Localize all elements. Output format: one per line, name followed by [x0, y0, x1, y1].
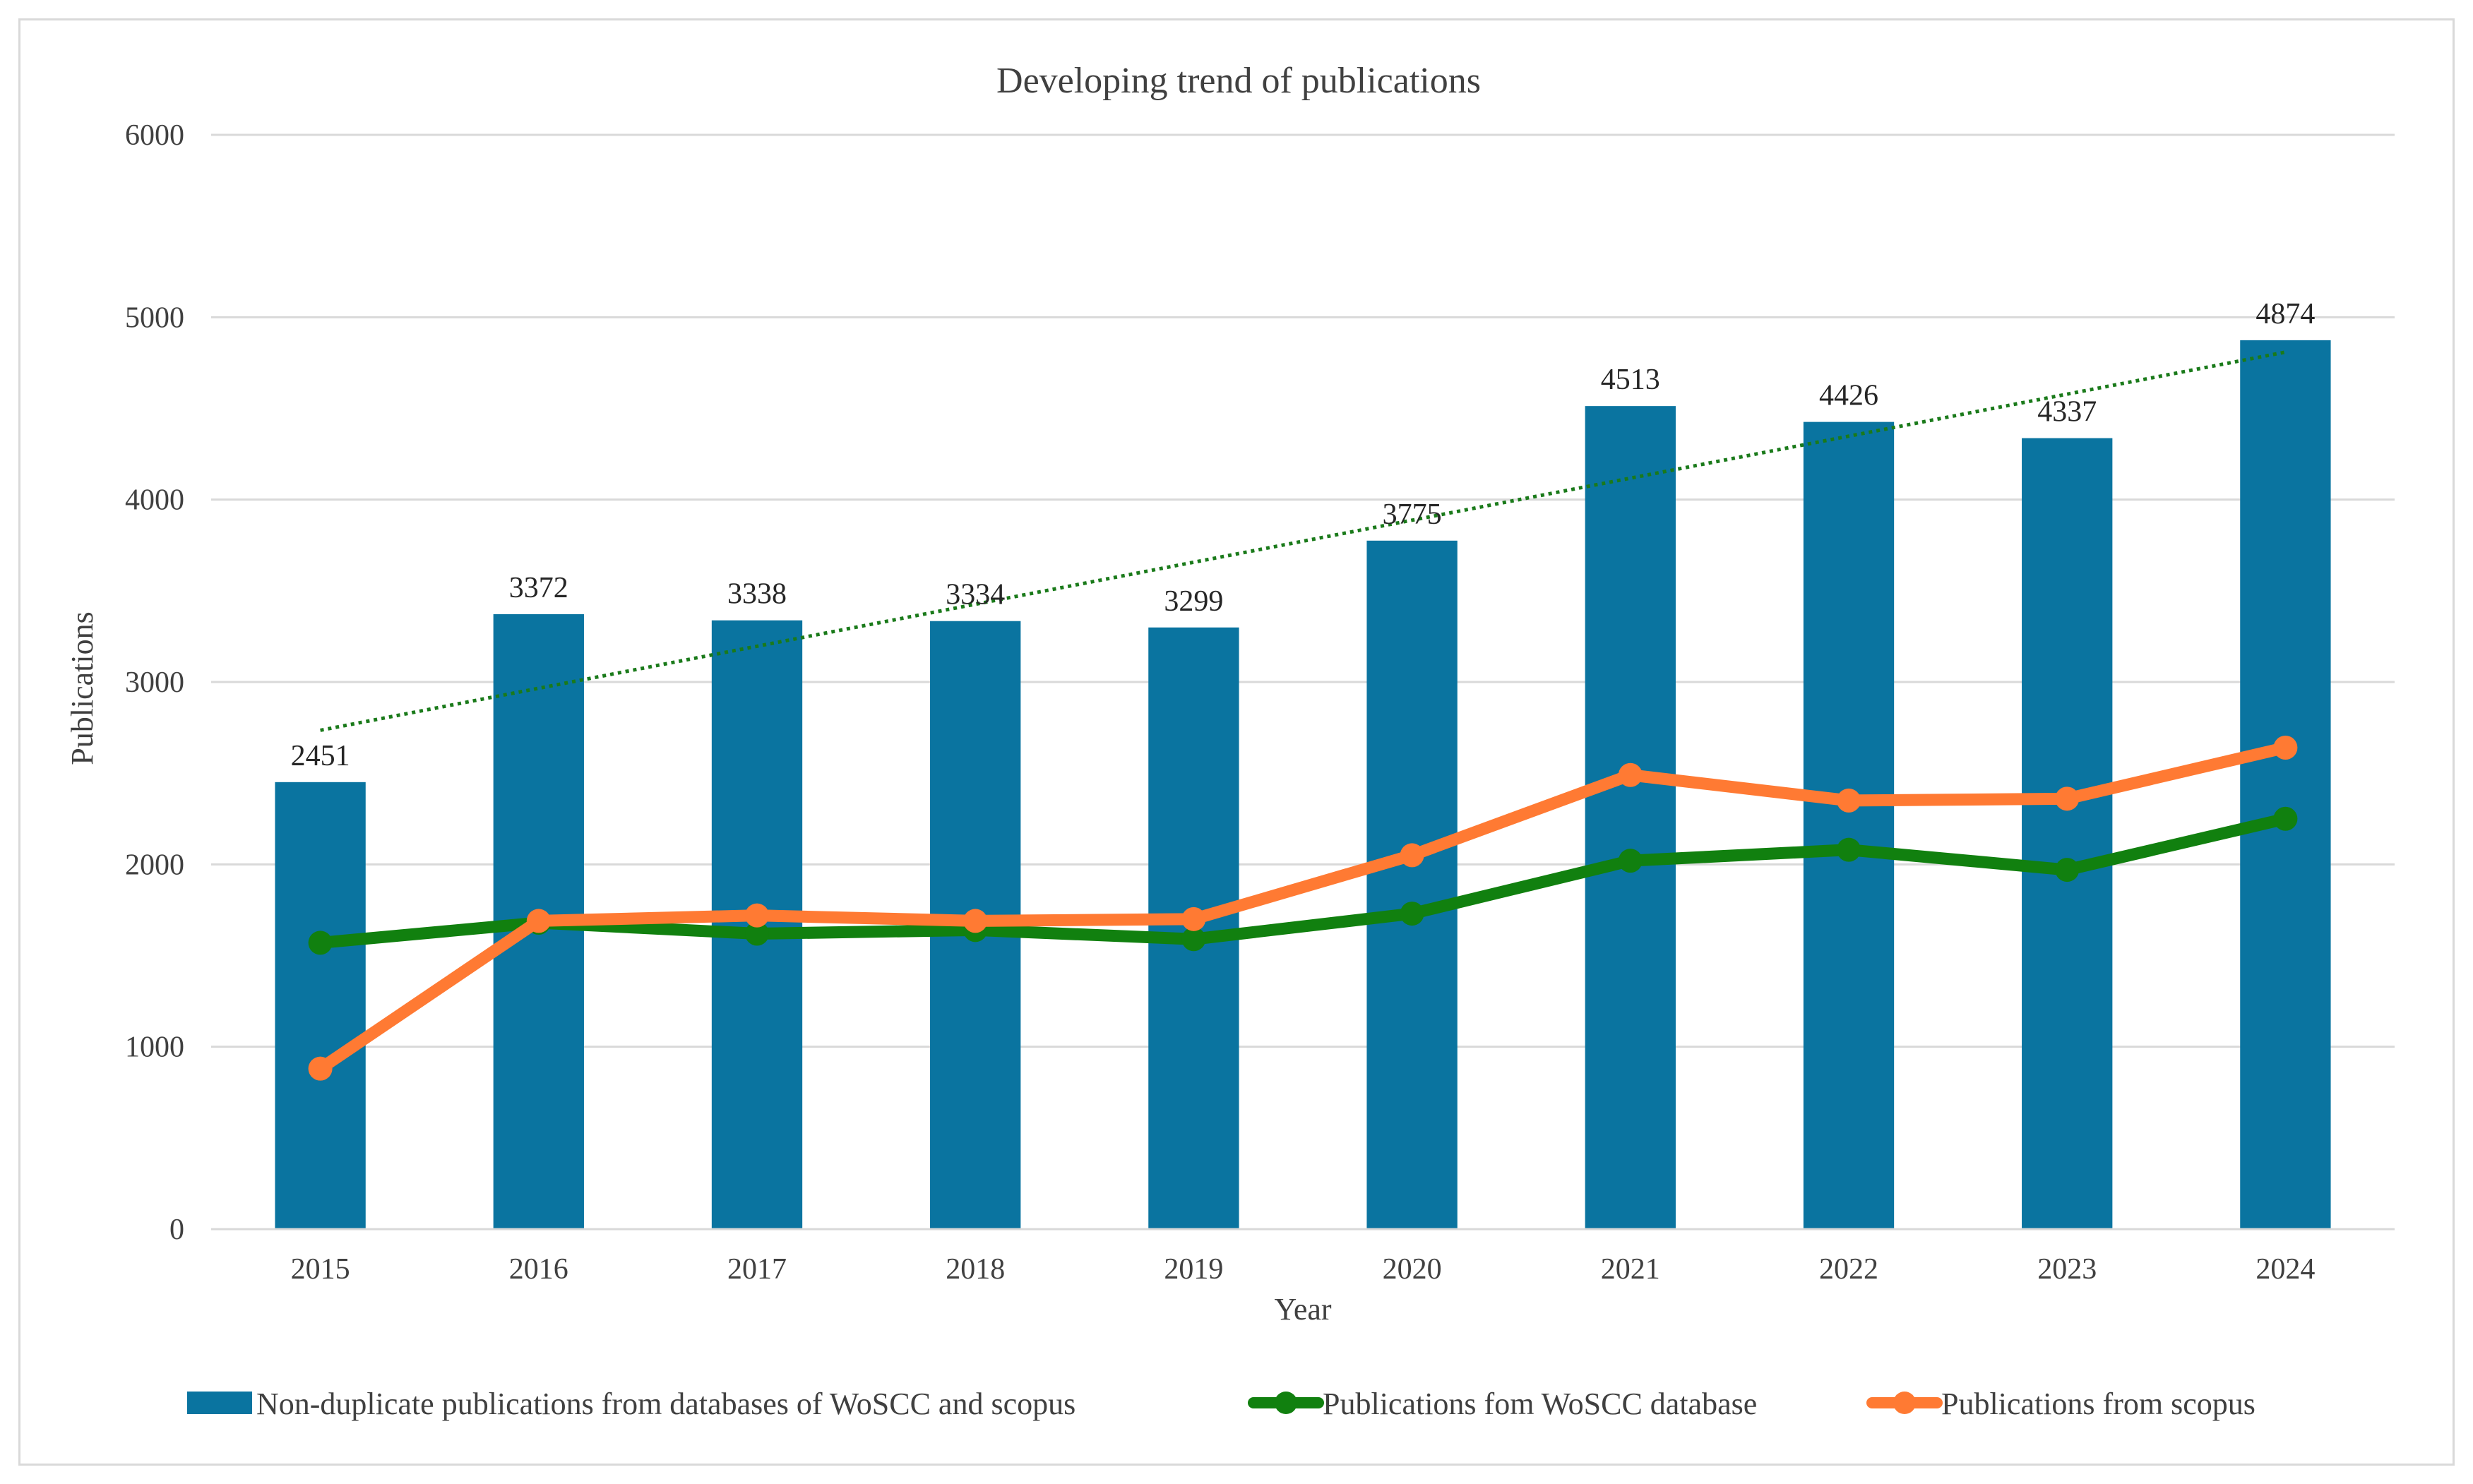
x-tick-label: 2020 — [1383, 1253, 1442, 1286]
series-marker — [963, 909, 988, 933]
series-line — [314, 741, 2292, 1075]
trendline — [320, 350, 2286, 732]
y-tick-label: 5000 — [125, 301, 184, 334]
bar-series — [275, 340, 2331, 1230]
legend-label: Publications fom WoSCC database — [1323, 1387, 1757, 1421]
trendline-layer — [320, 350, 2286, 732]
bar — [2022, 438, 2113, 1229]
bar — [1585, 406, 1676, 1230]
legend-marker — [1275, 1392, 1297, 1414]
series-marker — [1837, 837, 1861, 862]
series-marker — [2273, 806, 2298, 831]
series-marker — [308, 931, 333, 955]
series-marker — [745, 921, 769, 946]
series-marker — [1837, 788, 1861, 813]
series-marker — [745, 903, 769, 928]
x-tick-label: 2024 — [2256, 1253, 2315, 1286]
x-tick-label: 2016 — [509, 1253, 568, 1286]
x-tick-label: 2015 — [291, 1253, 350, 1286]
bar-data-label: 4874 — [2256, 298, 2315, 330]
chart-title: Developing trend of publications — [996, 61, 1481, 101]
x-tick-label: 2021 — [1601, 1253, 1660, 1286]
x-tick-label: 2023 — [2037, 1253, 2097, 1286]
series-marker — [2055, 858, 2080, 882]
y-axis-ticks: 0 1000 2000 3000 4000 5000 6000 — [125, 119, 184, 1246]
y-tick-label: 4000 — [125, 484, 184, 517]
series-marker — [308, 1056, 333, 1081]
x-axis-label: Year — [1274, 1292, 1331, 1327]
bar-data-label: 3775 — [1383, 498, 1442, 531]
legend-swatch — [187, 1392, 252, 1414]
series-marker — [1400, 902, 1424, 926]
series-line — [314, 813, 2292, 949]
x-tick-label: 2019 — [1164, 1253, 1223, 1286]
bar-data-label: 3299 — [1164, 585, 1223, 618]
series-marker — [1618, 849, 1643, 873]
series-marker — [1400, 843, 1424, 868]
y-tick-label: 2000 — [125, 849, 184, 881]
data-labels: 2451 3372 3338 3334 3299 3775 4513 4426 4337 4874 — [291, 298, 2316, 772]
y-axis-label: Publications — [65, 611, 100, 765]
y-tick-label: 1000 — [125, 1031, 184, 1064]
series-marker — [1181, 906, 1206, 931]
chart-svg: Developing trend of publications 0 1000 20… — [65, 61, 2395, 1421]
y-tick-label: 6000 — [125, 119, 184, 152]
x-tick-label: 2017 — [727, 1253, 787, 1286]
y-tick-label: 0 — [169, 1214, 184, 1246]
y-tick-label: 3000 — [125, 666, 184, 699]
bar-data-label: 3338 — [727, 578, 787, 611]
bar — [275, 782, 366, 1229]
bar-data-label: 4426 — [1819, 380, 1878, 412]
bar-data-label: 4337 — [2037, 396, 2097, 429]
bar-data-label: 4513 — [1601, 364, 1660, 396]
legend-label: Non-duplicate publications from database… — [256, 1387, 1075, 1421]
legend-marker — [1893, 1392, 1916, 1414]
legend-label: Publications from scopus — [1941, 1387, 2256, 1421]
chart-frame: Developing trend of publications 0 1000 20… — [18, 18, 2455, 1466]
series-marker — [2273, 736, 2298, 760]
series-marker — [2055, 786, 2080, 811]
legend: Non-duplicate publications from database… — [187, 1387, 2256, 1421]
bar — [2240, 340, 2331, 1230]
series-marker — [1181, 927, 1206, 952]
bar-data-label: 3372 — [509, 572, 568, 604]
bar — [1366, 540, 1458, 1229]
bar — [1803, 421, 1895, 1229]
series-marker — [526, 909, 551, 933]
x-tick-label: 2022 — [1819, 1253, 1878, 1286]
x-tick-label: 2018 — [946, 1253, 1005, 1286]
x-axis-ticks: 2015 2016 2017 2018 2019 2020 2021 2022 2023 2024 — [291, 1253, 2316, 1286]
line-series-layer — [308, 736, 2298, 1081]
bar-data-label: 2451 — [291, 740, 350, 772]
series-marker — [1618, 762, 1643, 787]
bar-data-label: 3334 — [946, 579, 1005, 611]
